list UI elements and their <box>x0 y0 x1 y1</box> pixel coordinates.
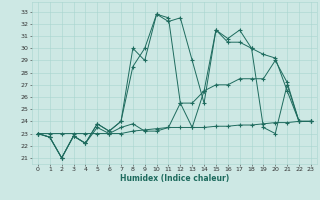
X-axis label: Humidex (Indice chaleur): Humidex (Indice chaleur) <box>120 174 229 183</box>
